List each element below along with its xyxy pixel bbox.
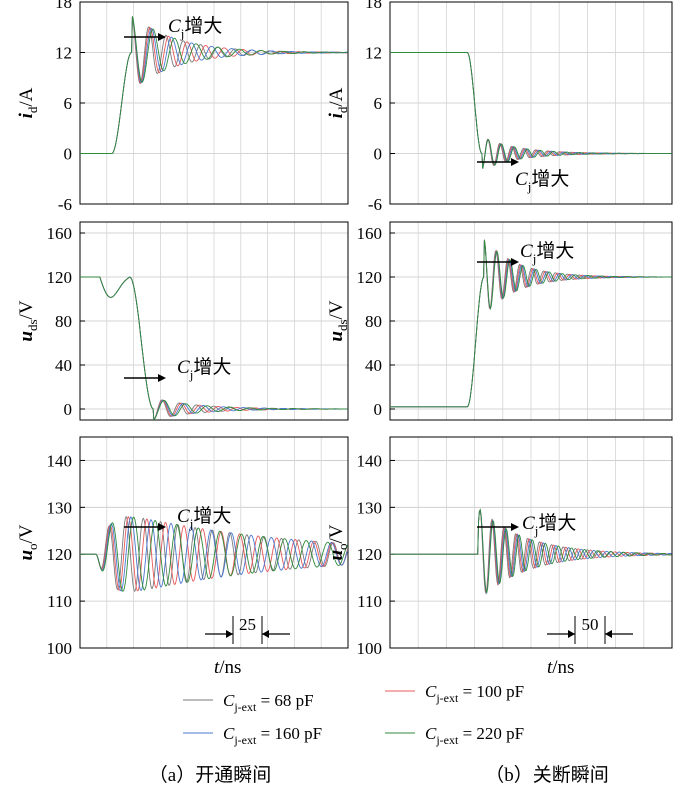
y-tick-label: 0 xyxy=(374,400,383,419)
plot-frame xyxy=(79,436,349,649)
scale-marker-b: 50 xyxy=(547,615,633,644)
arrow-head xyxy=(511,523,519,531)
arrow-head xyxy=(158,33,166,41)
panel-b-uds: 160 120 80 40 0 uds/V xyxy=(326,221,673,421)
scale-arrow-head xyxy=(226,630,233,638)
panel-a-id: 18 12 6 0 -6 id/A xyxy=(16,0,349,214)
y-tick-label: 18 xyxy=(365,0,382,12)
annotation-text: Cj增大 xyxy=(520,240,574,266)
series-line-1 xyxy=(80,515,348,593)
y-tick-label: 0 xyxy=(374,145,383,164)
y-axis-label: uo/V xyxy=(326,524,350,560)
legend-entry: Cj-ext = 220 pF xyxy=(385,724,524,747)
y-axis-label: uo/V xyxy=(16,524,40,560)
y-tick-label: 80 xyxy=(365,312,382,331)
annotation-a-uo: Cj增大 xyxy=(124,505,231,531)
y-tick-label: 100 xyxy=(47,639,73,658)
legend-label: Cj-ext = 220 pF xyxy=(425,724,524,747)
y-tick-label: 140 xyxy=(47,451,73,470)
annotation-a-id: Cj增大 xyxy=(124,15,222,41)
plot-frame xyxy=(389,436,673,649)
y-tick-label: 6 xyxy=(374,94,383,113)
annotation-text: Cj增大 xyxy=(515,168,569,194)
series-line-4 xyxy=(80,276,348,420)
scale-marker-a: 25 xyxy=(205,615,290,644)
caption-a: （a）开通瞬间 xyxy=(149,764,271,786)
y-tick-label: 12 xyxy=(365,44,382,63)
panel-a-uds: 160 120 80 40 0 uds/V xyxy=(16,221,349,421)
series-line-4 xyxy=(390,239,672,408)
y-tick-label: 120 xyxy=(357,268,383,287)
scale-label: 25 xyxy=(239,615,256,634)
legend-label: Cj-ext = 68 pF xyxy=(223,691,314,714)
series-line-4 xyxy=(80,16,348,154)
annotation-a-uds: Cj增大 xyxy=(124,356,231,382)
annotation-text: Cj增大 xyxy=(177,356,231,382)
y-tick-label: 140 xyxy=(357,451,383,470)
legend-entry: Cj-ext = 68 pF xyxy=(183,691,314,714)
y-tick-label: 130 xyxy=(357,498,383,517)
y-axis-label: uds/V xyxy=(326,300,350,341)
y-tick-label: 110 xyxy=(47,592,72,611)
y-tick-label: -6 xyxy=(368,195,382,214)
panel-b-id: 18 12 6 0 -6 id/A xyxy=(326,0,673,214)
y-tick-label: 160 xyxy=(357,224,383,243)
y-tick-label: 160 xyxy=(47,224,73,243)
y-axis-label: id/A xyxy=(16,87,40,118)
series-line-4 xyxy=(390,52,672,169)
series-line-4 xyxy=(390,508,672,594)
y-tick-label: 12 xyxy=(55,44,72,63)
legend: Cj-ext = 68 pF Cj-ext = 100 pF Cj-ext = 16… xyxy=(183,682,524,747)
grid xyxy=(390,437,672,649)
arrow-head xyxy=(158,523,166,531)
arrow-head xyxy=(158,374,166,382)
scale-arrow-head xyxy=(262,630,269,638)
scale-arrow-head xyxy=(605,630,612,638)
grid xyxy=(390,222,672,420)
x-axis-label: t/ns xyxy=(547,657,574,678)
annotation-text: Cj增大 xyxy=(168,15,222,41)
annotation-b-uds: Cj增大 xyxy=(477,240,574,266)
y-tick-label: 0 xyxy=(64,400,73,419)
y-tick-label: 110 xyxy=(357,592,382,611)
grid xyxy=(390,1,672,205)
y-tick-label: 40 xyxy=(55,356,72,375)
y-tick-label: 0 xyxy=(64,145,73,164)
y-tick-label: 130 xyxy=(47,498,73,517)
annotation-b-id: Cj增大 xyxy=(477,158,569,194)
grid xyxy=(80,222,348,420)
y-axis-label: uds/V xyxy=(16,300,40,341)
series-line-4 xyxy=(80,516,348,592)
caption-b: （b）关断瞬间 xyxy=(485,764,609,786)
y-tick-label: 120 xyxy=(357,545,383,564)
y-tick-label: -6 xyxy=(58,195,72,214)
series-line-3 xyxy=(80,516,348,592)
scale-label: 50 xyxy=(582,615,599,634)
y-tick-label: 6 xyxy=(64,94,73,113)
panel-b-uo: 140 130 120 110 100 uo/V xyxy=(326,436,673,658)
annotation-text: Cj增大 xyxy=(522,512,576,538)
legend-entry: Cj-ext = 160 pF xyxy=(183,724,322,747)
scale-arrow-head xyxy=(568,630,575,638)
arrow-head xyxy=(511,258,519,266)
legend-label: Cj-ext = 160 pF xyxy=(223,724,322,747)
y-tick-label: 120 xyxy=(47,268,73,287)
annotation-b-uo: Cj增大 xyxy=(477,512,576,538)
legend-label: Cj-ext = 100 pF xyxy=(425,682,524,705)
arrow-head xyxy=(511,158,519,166)
y-tick-label: 120 xyxy=(47,545,73,564)
annotation-text: Cj增大 xyxy=(177,505,231,531)
y-tick-label: 100 xyxy=(357,639,383,658)
x-axis-label: t/ns xyxy=(214,657,241,678)
y-tick-label: 80 xyxy=(55,312,72,331)
panel-a-uo: 140 130 120 110 100 uo/V xyxy=(16,436,349,658)
y-tick-label: 40 xyxy=(365,356,382,375)
y-tick-label: 18 xyxy=(55,0,72,12)
legend-entry: Cj-ext = 100 pF xyxy=(385,682,524,705)
y-axis-label: id/A xyxy=(326,87,350,118)
